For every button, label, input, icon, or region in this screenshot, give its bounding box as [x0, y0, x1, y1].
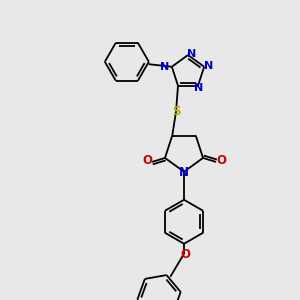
- Text: N: N: [188, 49, 196, 59]
- Text: O: O: [142, 154, 152, 167]
- Text: S: S: [172, 105, 180, 118]
- Text: O: O: [216, 154, 226, 167]
- Text: N: N: [160, 62, 169, 72]
- Text: N: N: [194, 83, 204, 93]
- Text: N: N: [179, 166, 189, 179]
- Text: O: O: [180, 248, 190, 261]
- Text: N: N: [203, 61, 213, 71]
